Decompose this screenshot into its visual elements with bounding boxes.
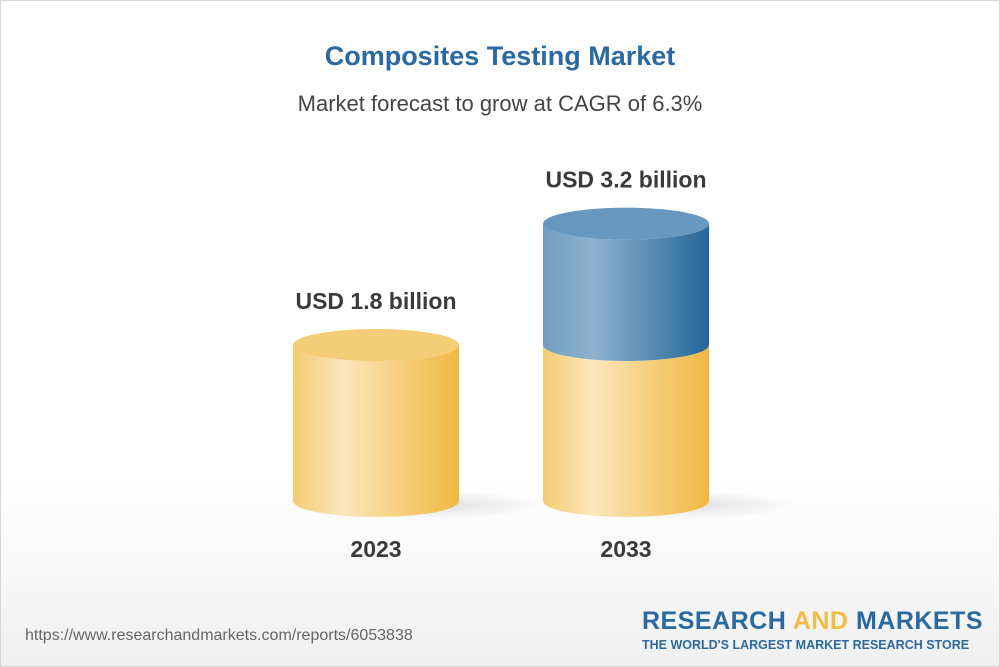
- data-label: USD 3.2 billion: [545, 167, 706, 193]
- cylinder-base-2033: [543, 345, 709, 517]
- cylinder-growth-2033: [543, 223, 709, 361]
- cylinder-base-2023: [293, 345, 459, 517]
- cylinder-chart: USD 1.8 billion 2023 USD 3.2 billion 2033: [293, 167, 796, 562]
- data-label: USD 1.8 billion: [295, 288, 456, 314]
- chart-subtitle: Market forecast to grow at CAGR of 6.3%: [297, 91, 703, 116]
- category-label: 2023: [350, 536, 401, 562]
- cylinder-top: [293, 329, 459, 361]
- source-url[interactable]: https://www.researchandmarkets.com/repor…: [25, 627, 413, 644]
- category-label: 2033: [600, 536, 651, 562]
- cylinder-top: [543, 207, 709, 240]
- chart-title: Composites Testing Market: [324, 41, 676, 71]
- research-and-markets-logo: RESEARCH AND MARKETS THE WORLD'S LARGEST…: [642, 607, 984, 652]
